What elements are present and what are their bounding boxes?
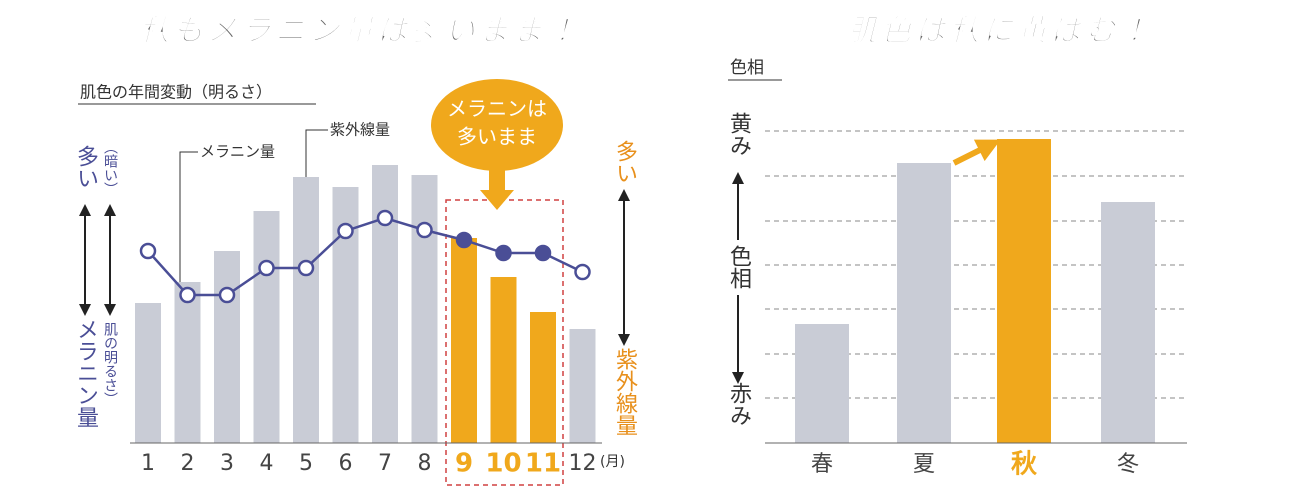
line-marker bbox=[534, 244, 552, 262]
bar bbox=[372, 165, 398, 443]
x-tick-label: 3 bbox=[220, 451, 234, 476]
y-axis-label: 色相 bbox=[726, 245, 752, 289]
x-tick-label: 8 bbox=[418, 451, 432, 476]
bar bbox=[451, 238, 477, 443]
x-tick-label: 10 bbox=[485, 449, 521, 479]
bar bbox=[1101, 202, 1155, 443]
y-axis-label: 赤み bbox=[726, 382, 752, 426]
bar bbox=[214, 251, 240, 443]
line-marker bbox=[337, 222, 354, 240]
x-tick-label: 9 bbox=[455, 449, 473, 479]
left-axis-label: 肌の明るさ） bbox=[102, 322, 118, 406]
trend-arrow bbox=[952, 139, 1001, 166]
x-tick-label: 5 bbox=[299, 451, 313, 476]
line-marker bbox=[179, 286, 196, 304]
leader-line bbox=[305, 129, 328, 193]
leader-line bbox=[179, 151, 198, 303]
y-axis-title: 色相 bbox=[730, 58, 764, 78]
chart-subtitle: 肌色の年間変動（明るさ） bbox=[80, 83, 272, 102]
x-tick-label: 夏 bbox=[913, 452, 935, 477]
left-axis-label: 多い bbox=[73, 145, 98, 189]
left-axis-label: （暗い） bbox=[102, 140, 118, 196]
x-tick-label: 1 bbox=[141, 451, 155, 476]
x-tick-label: 7 bbox=[378, 451, 392, 476]
x-tick-label: 4 bbox=[260, 451, 274, 476]
left-axis-label: メラニン量 bbox=[73, 318, 98, 428]
line-marker bbox=[455, 231, 473, 249]
x-unit: (月) bbox=[600, 454, 625, 470]
x-tick-label: 6 bbox=[339, 451, 353, 476]
bar bbox=[293, 177, 319, 443]
chart-title: 秋もメラニン量は多いまま！ bbox=[139, 14, 581, 49]
line bbox=[147, 216, 584, 297]
bar bbox=[530, 312, 556, 443]
callout-text: 多いまま bbox=[457, 125, 537, 149]
x-tick-label: 春 bbox=[811, 452, 833, 477]
bar bbox=[253, 211, 280, 443]
bar bbox=[997, 139, 1051, 443]
bar bbox=[897, 163, 951, 443]
right-axis-label: 多い bbox=[612, 140, 637, 184]
line-marker bbox=[416, 221, 433, 239]
line-marker bbox=[297, 259, 315, 277]
callout-text: メラニンは bbox=[447, 97, 547, 121]
line-marker bbox=[574, 263, 591, 281]
x-tick-label: 11 bbox=[525, 449, 561, 479]
legend-label: メラニン量 bbox=[200, 143, 275, 161]
chart-title: 肌色は秋に黄ばむ！ bbox=[846, 14, 1153, 49]
x-tick-label: 2 bbox=[181, 451, 195, 476]
x-tick-label: 12 bbox=[569, 451, 597, 476]
bar bbox=[490, 277, 517, 443]
callout-arrow bbox=[480, 170, 514, 210]
right-axis-label: 紫外線量 bbox=[612, 348, 638, 436]
y-axis-label: 黄み bbox=[726, 112, 751, 156]
callout-bubble bbox=[431, 79, 563, 171]
bar bbox=[174, 282, 201, 443]
x-tick-label: 冬 bbox=[1117, 452, 1139, 477]
bar bbox=[135, 303, 161, 443]
line-marker bbox=[376, 209, 394, 227]
line-marker bbox=[218, 286, 236, 304]
line-marker bbox=[139, 242, 157, 260]
bar bbox=[795, 324, 849, 443]
line-marker bbox=[258, 259, 275, 277]
line-marker bbox=[495, 244, 512, 262]
legend-label: 紫外線量 bbox=[330, 121, 390, 139]
bar bbox=[411, 175, 438, 443]
bar bbox=[569, 329, 596, 443]
x-tick-label: 秋 bbox=[1011, 450, 1038, 480]
